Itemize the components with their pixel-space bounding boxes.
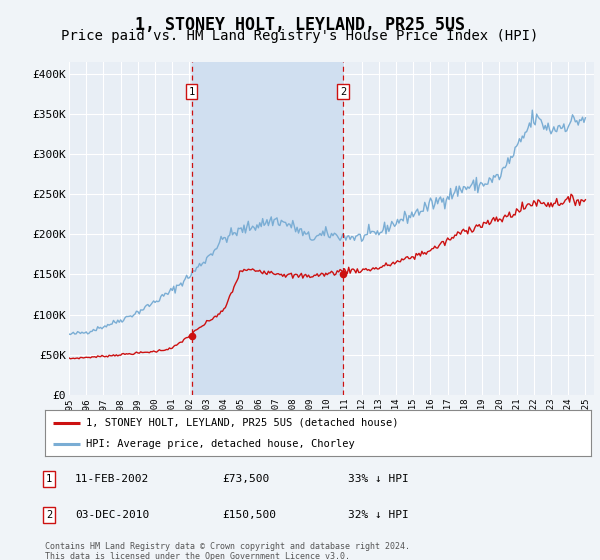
- Text: 03-DEC-2010: 03-DEC-2010: [75, 510, 149, 520]
- Bar: [191, 62, 343, 395]
- Text: 1, STONEY HOLT, LEYLAND, PR25 5US: 1, STONEY HOLT, LEYLAND, PR25 5US: [135, 16, 465, 34]
- Text: 1, STONEY HOLT, LEYLAND, PR25 5US (detached house): 1, STONEY HOLT, LEYLAND, PR25 5US (detac…: [86, 418, 398, 428]
- Text: 33% ↓ HPI: 33% ↓ HPI: [348, 474, 409, 484]
- Text: Contains HM Land Registry data © Crown copyright and database right 2024.
This d: Contains HM Land Registry data © Crown c…: [45, 542, 410, 560]
- Text: 2: 2: [46, 510, 52, 520]
- Text: HPI: Average price, detached house, Chorley: HPI: Average price, detached house, Chor…: [86, 439, 355, 449]
- Text: 2: 2: [340, 87, 346, 96]
- Text: 32% ↓ HPI: 32% ↓ HPI: [348, 510, 409, 520]
- Text: Price paid vs. HM Land Registry's House Price Index (HPI): Price paid vs. HM Land Registry's House …: [61, 29, 539, 43]
- Text: 1: 1: [46, 474, 52, 484]
- Text: 1: 1: [188, 87, 194, 96]
- Text: £73,500: £73,500: [222, 474, 269, 484]
- Text: £150,500: £150,500: [222, 510, 276, 520]
- Text: 11-FEB-2002: 11-FEB-2002: [75, 474, 149, 484]
